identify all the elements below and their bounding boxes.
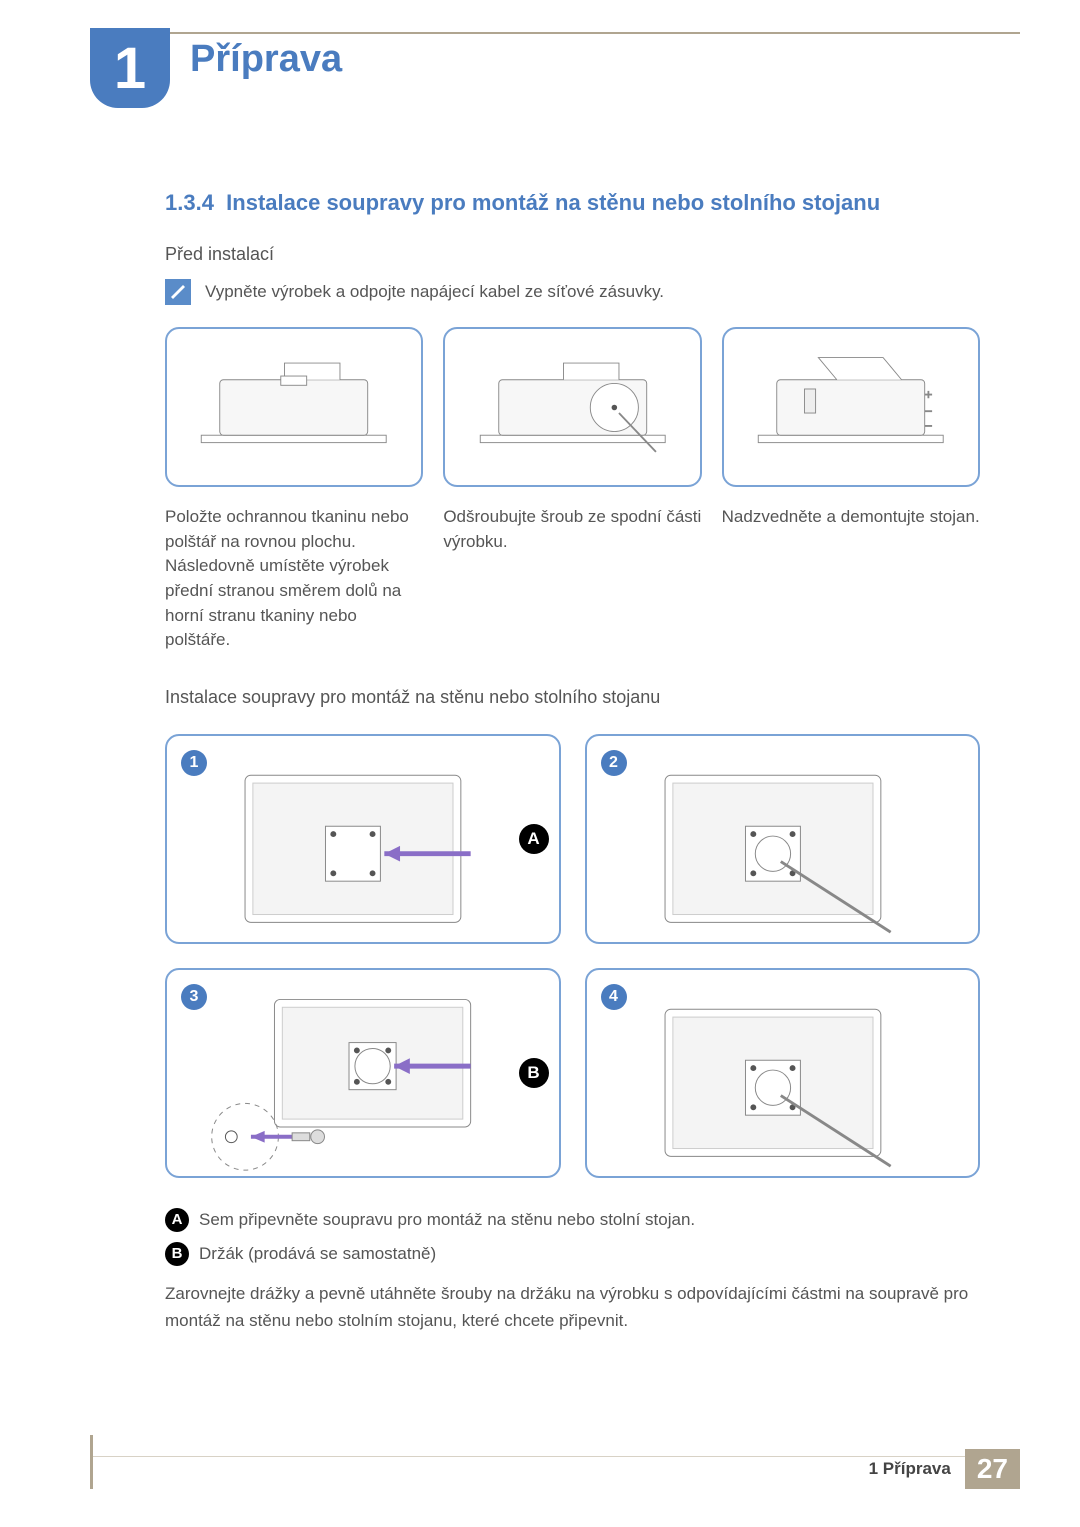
section-heading: 1.3.4 Instalace soupravy pro montáž na s… [165, 190, 980, 216]
install-step-1: 1 A [165, 734, 561, 944]
legend-a-text: Sem připevněte soupravu pro montáž na st… [199, 1210, 695, 1230]
legend-b-text: Držák (prodává se samostatně) [199, 1244, 436, 1264]
pre-caption-3: Nadzvedněte a demontujte stojan. [722, 505, 980, 653]
pre-caption-1: Položte ochrannou tkaninu nebo polštář n… [165, 505, 423, 653]
legend-b: B Držák (prodává se samostatně) [165, 1242, 980, 1266]
section-title: Instalace soupravy pro montáž na stěnu n… [226, 190, 880, 215]
footer-label: 1 Příprava [869, 1459, 951, 1479]
chapter-tab: 1 [90, 28, 170, 108]
install-steps-grid: 1 A 2 3 [165, 734, 980, 1178]
note-icon [165, 279, 191, 305]
note-text: Vypněte výrobek a odpojte napájecí kabel… [205, 282, 664, 302]
pre-install-label: Před instalací [165, 244, 980, 265]
page-content: 1.3.4 Instalace soupravy pro montáž na s… [165, 190, 980, 1334]
pre-figures-row [165, 327, 980, 487]
section-number: 1.3.4 [165, 190, 214, 215]
legend-a: A Sem připevněte soupravu pro montáž na … [165, 1208, 980, 1232]
pre-caption-2: Odšroubujte šroub ze spodní části výrobk… [443, 505, 701, 653]
chapter-number: 1 [114, 35, 146, 102]
install-step-4: 4 [585, 968, 981, 1178]
pre-figure-3 [722, 327, 980, 487]
footer: 1 Příprava 27 [869, 1449, 1020, 1489]
note-row: Vypněte výrobek a odpojte napájecí kabel… [165, 279, 980, 305]
legend-b-bullet: B [165, 1242, 189, 1266]
install-step-2: 2 [585, 734, 981, 944]
install-heading: Instalace soupravy pro montáž na stěnu n… [165, 687, 980, 708]
pre-figure-1 [165, 327, 423, 487]
pre-figure-2 [443, 327, 701, 487]
left-rule [90, 1435, 93, 1489]
pre-captions-row: Položte ochrannou tkaninu nebo polštář n… [165, 505, 980, 653]
chapter-title: Příprava [190, 38, 342, 81]
step-letter-a: A [519, 824, 549, 854]
footer-page-number: 27 [965, 1449, 1020, 1489]
legend-a-bullet: A [165, 1208, 189, 1232]
top-rule [90, 32, 1020, 34]
install-step-3: 3 B [165, 968, 561, 1178]
step-letter-b: B [519, 1058, 549, 1088]
closing-paragraph: Zarovnejte drážky a pevně utáhněte šroub… [165, 1280, 980, 1334]
